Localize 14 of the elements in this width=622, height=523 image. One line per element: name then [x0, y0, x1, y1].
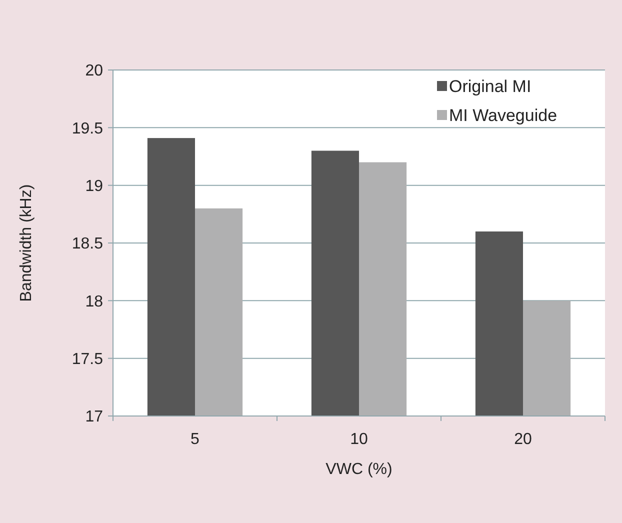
y-tick-label: 19.5 [72, 120, 104, 138]
legend-label: MI Waveguide [449, 106, 558, 125]
y-tick-label: 18 [85, 293, 104, 310]
legend-label: Original MI [449, 76, 532, 96]
x-tick-label: 20 [514, 431, 532, 448]
x-tick-label: 5 [190, 431, 200, 448]
y-tick-label: 17.5 [72, 350, 104, 368]
y-axis-title: Bandwidth (kHz) [18, 184, 35, 302]
y-tick-label: 19 [85, 178, 104, 195]
y-tick-label: 18.5 [72, 236, 104, 253]
y-tick-label: 17 [85, 408, 104, 426]
y-tick-label: 20 [85, 62, 104, 80]
x-axis-title: VWC (%) [326, 461, 392, 478]
x-tick-label: 10 [350, 431, 368, 448]
